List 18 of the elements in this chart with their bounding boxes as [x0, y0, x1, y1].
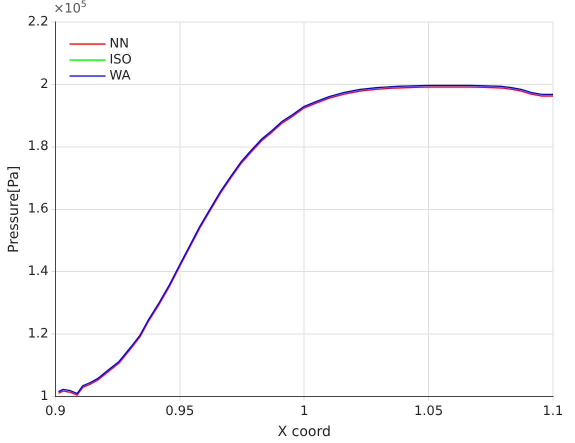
legend-label: ISO [109, 52, 132, 68]
x-tick-label: 0.9 [45, 404, 66, 419]
y-axis-title: Pressure[Pa] [6, 166, 22, 253]
legend-label: NN [109, 36, 129, 52]
y-tick-label: 1.4 [28, 264, 48, 280]
x-axis-title: X coord [278, 424, 331, 440]
y-tick-label: 1.2 [28, 326, 48, 342]
x-tick-label: 0.95 [165, 404, 194, 419]
text: ×10$^{5}$ [53, 0, 87, 16]
y-tick-label: 1 [40, 388, 48, 404]
y-tick-label: 2 [40, 76, 48, 92]
legend-label: WA [109, 68, 131, 84]
y-tick-label: 1.8 [28, 139, 48, 154]
x-tick-label: 1.1 [542, 404, 564, 419]
y-tick-label: 2.2 [28, 14, 48, 30]
y-tick-label: 1.6 [28, 202, 48, 217]
x-tick-label: 1.05 [414, 404, 444, 419]
x-tick-label: 1 [300, 404, 308, 419]
